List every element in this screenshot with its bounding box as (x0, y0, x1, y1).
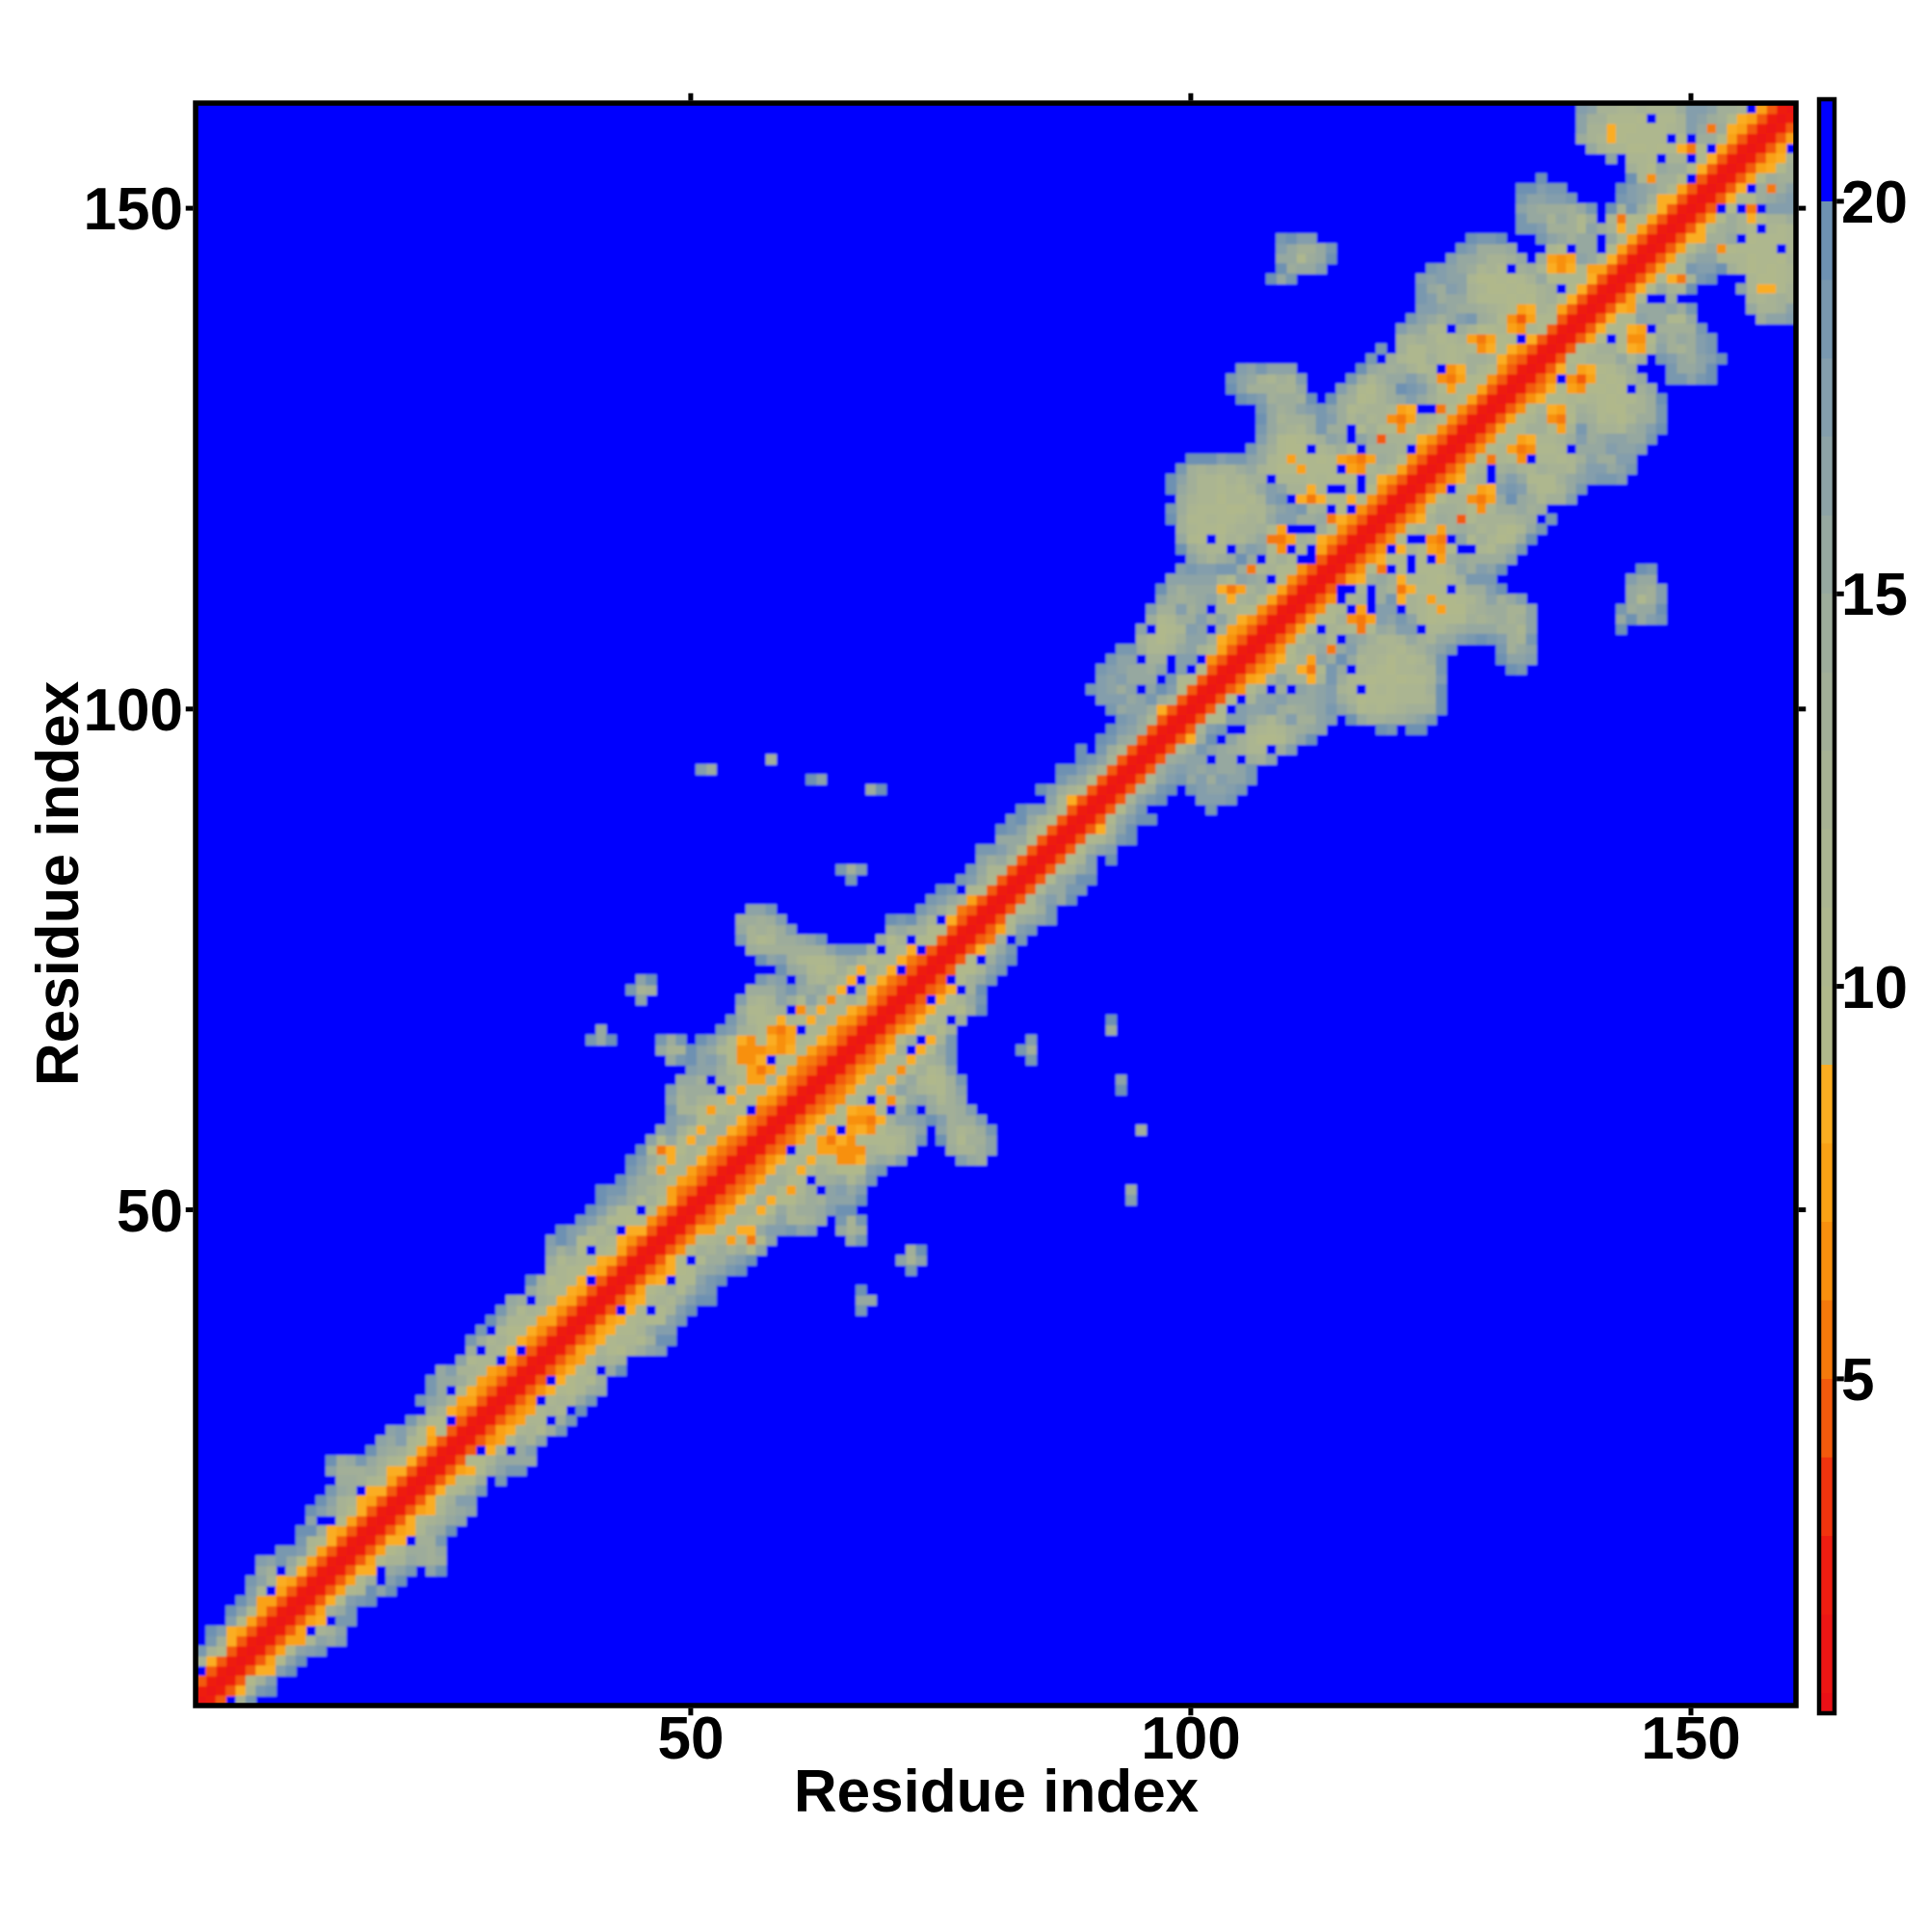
svg-text:50: 50 (117, 1178, 183, 1245)
svg-text:100: 100 (1141, 1706, 1240, 1772)
svg-text:20: 20 (1841, 170, 1908, 236)
svg-text:15: 15 (1841, 562, 1908, 628)
svg-text:5: 5 (1841, 1347, 1874, 1414)
svg-text:Residue index: Residue index (794, 1759, 1200, 1825)
svg-text:150: 150 (1641, 1706, 1740, 1772)
svg-text:100: 100 (84, 677, 183, 744)
svg-text:50: 50 (658, 1706, 725, 1772)
svg-text:Residue index: Residue index (25, 680, 92, 1086)
svg-text:150: 150 (84, 176, 183, 243)
svg-text:10: 10 (1841, 955, 1908, 1021)
